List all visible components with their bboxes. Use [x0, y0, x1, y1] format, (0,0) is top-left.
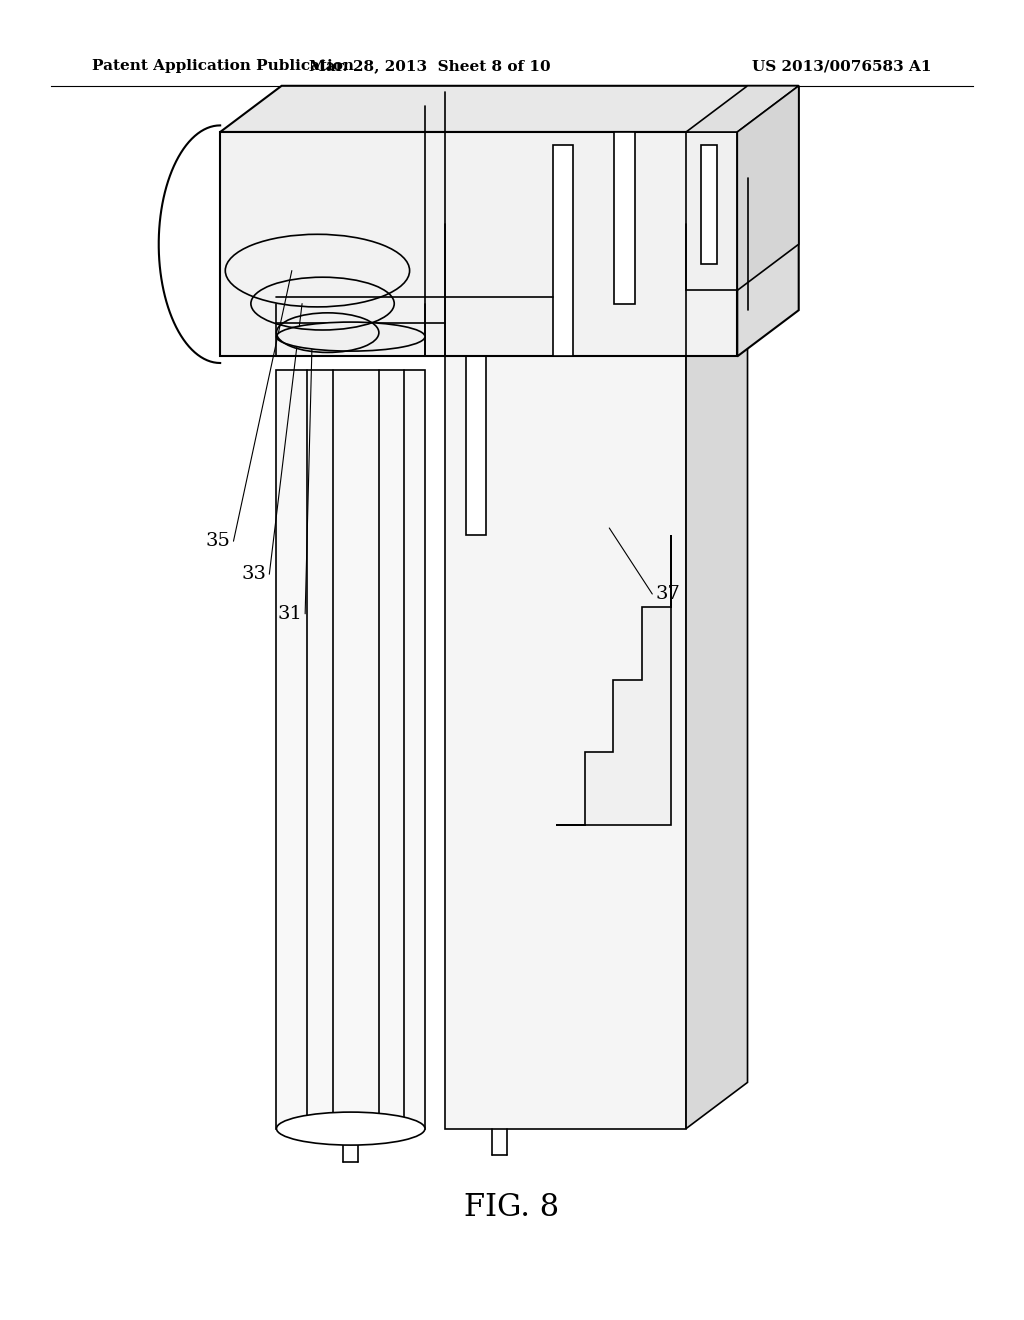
Polygon shape [686, 86, 799, 132]
Text: Patent Application Publication: Patent Application Publication [92, 59, 354, 74]
Polygon shape [686, 132, 737, 290]
Ellipse shape [276, 322, 425, 351]
Polygon shape [220, 86, 799, 132]
Text: 35: 35 [206, 532, 230, 550]
Polygon shape [276, 370, 425, 1129]
Polygon shape [466, 290, 486, 535]
Polygon shape [553, 145, 573, 356]
Polygon shape [220, 132, 737, 356]
Polygon shape [445, 178, 748, 224]
Polygon shape [445, 224, 686, 1129]
Polygon shape [737, 86, 799, 356]
Text: 37: 37 [655, 585, 680, 603]
Polygon shape [614, 132, 635, 304]
Text: FIG. 8: FIG. 8 [465, 1192, 559, 1224]
Text: 33: 33 [242, 565, 266, 583]
Polygon shape [686, 178, 748, 1129]
Text: US 2013/0076583 A1: US 2013/0076583 A1 [753, 59, 932, 74]
Text: Mar. 28, 2013  Sheet 8 of 10: Mar. 28, 2013 Sheet 8 of 10 [309, 59, 551, 74]
Polygon shape [737, 86, 799, 290]
Ellipse shape [276, 1111, 425, 1146]
Text: 31: 31 [278, 605, 302, 623]
Polygon shape [556, 535, 671, 825]
Polygon shape [701, 145, 717, 264]
